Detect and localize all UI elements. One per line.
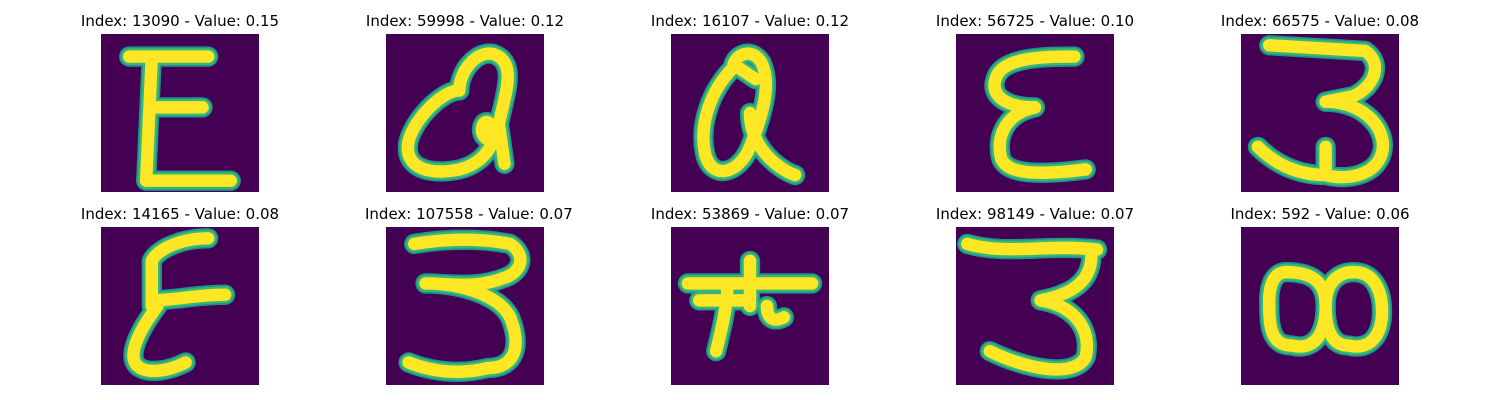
- glyph-strokes: [967, 244, 1097, 369]
- handwritten-glyph: [956, 227, 1114, 385]
- handwritten-glyph: [1241, 227, 1399, 385]
- glyph-strokes: [409, 240, 521, 372]
- image-tile: [1241, 227, 1399, 385]
- panel-title: Index: 59998 - Value: 0.12: [365, 12, 565, 30]
- handwritten-glyph: [1241, 34, 1399, 192]
- image-tile: [956, 34, 1114, 192]
- glyph-strokes: [703, 54, 795, 175]
- panel-title: Index: 53869 - Value: 0.07: [650, 205, 850, 223]
- panel-title: Index: 107558 - Value: 0.07: [365, 205, 565, 223]
- image-tile: [386, 34, 544, 192]
- glyph-strokes: [1269, 272, 1382, 346]
- handwritten-glyph: [101, 227, 259, 385]
- panel-title: Index: 16107 - Value: 0.12: [650, 12, 850, 30]
- handwritten-glyph: [386, 34, 544, 192]
- glyph-strokes: [1258, 45, 1383, 177]
- panel-title: Index: 13090 - Value: 0.15: [80, 12, 280, 30]
- glyph-strokes: [129, 57, 231, 181]
- image-tile: [386, 227, 544, 385]
- image-tile: [956, 227, 1114, 385]
- handwritten-glyph: [671, 34, 829, 192]
- panel-title: Index: 66575 - Value: 0.08: [1220, 12, 1420, 30]
- image-tile: [101, 227, 259, 385]
- image-tile: [1241, 34, 1399, 192]
- image-tile: [671, 227, 829, 385]
- glyph-strokes: [408, 54, 508, 172]
- handwritten-glyph: [671, 227, 829, 385]
- panel-title: Index: 56725 - Value: 0.10: [935, 12, 1135, 30]
- handwritten-glyph: [101, 34, 259, 192]
- image-tile: [101, 34, 259, 192]
- panel-title: Index: 592 - Value: 0.06: [1220, 205, 1420, 223]
- panel-title: Index: 14165 - Value: 0.08: [80, 205, 280, 223]
- glyph-strokes: [994, 57, 1085, 173]
- glyph-strokes: [688, 261, 812, 351]
- glyph-strokes: [133, 238, 225, 371]
- handwritten-glyph: [386, 227, 544, 385]
- panel-title: Index: 98149 - Value: 0.07: [935, 205, 1135, 223]
- handwritten-glyph: [956, 34, 1114, 192]
- image-tile: [671, 34, 829, 192]
- glyph-core: [1258, 45, 1383, 177]
